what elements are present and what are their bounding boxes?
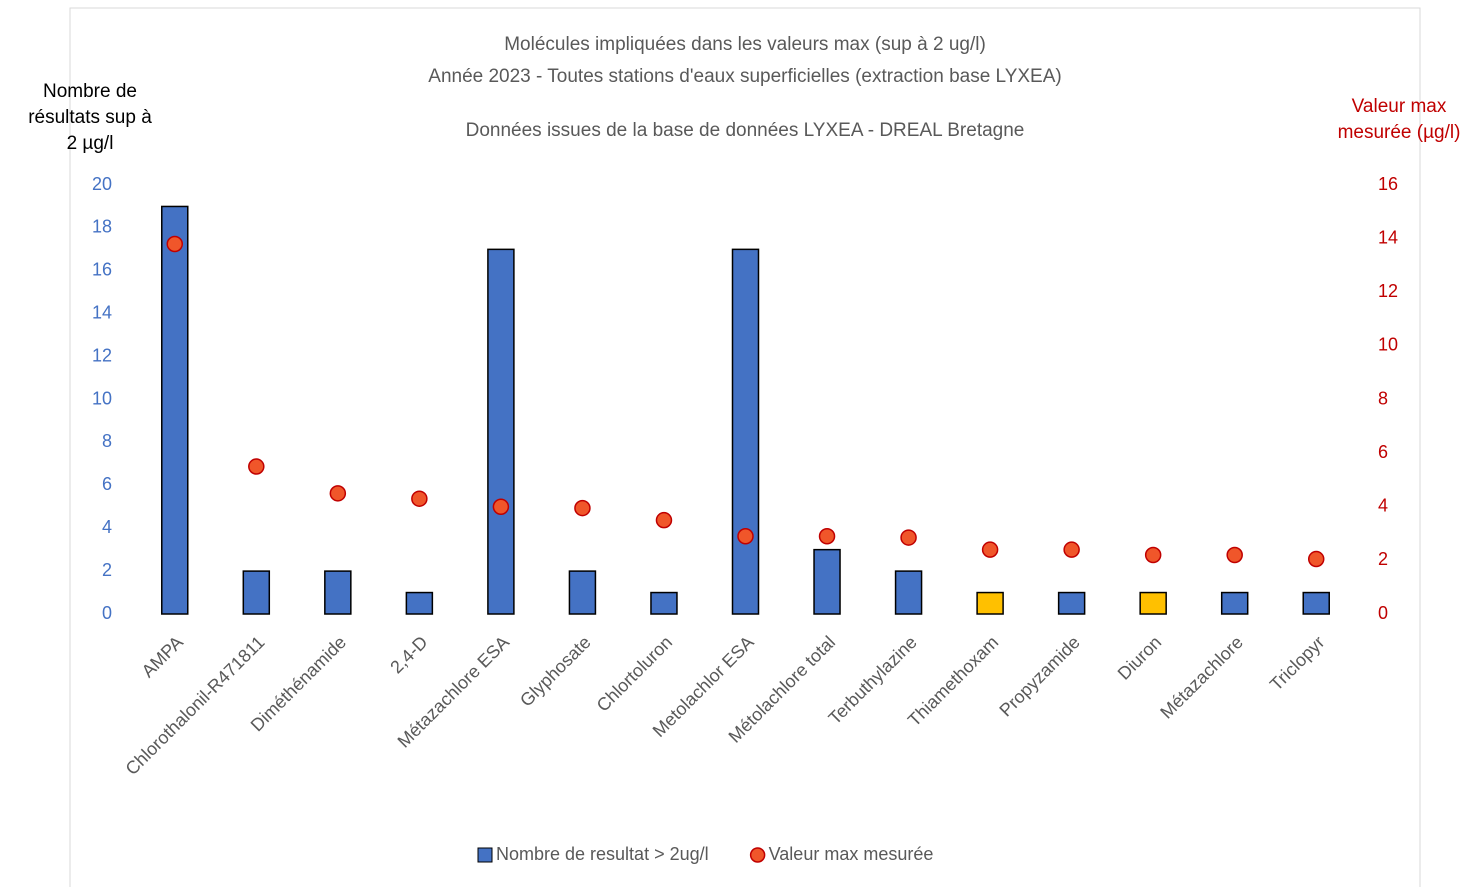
y-tick-label: 18 <box>92 217 112 237</box>
bar <box>324 570 352 615</box>
scatter-point <box>1226 546 1243 564</box>
legend-label: Nombre de resultat > 2ug/l <box>496 844 709 864</box>
scatter-point <box>166 235 184 253</box>
bar <box>405 591 434 615</box>
y2-axis-label: mesurée (µg/l) <box>1338 122 1461 143</box>
y-tick-label: 2 <box>102 560 112 580</box>
bar <box>1302 591 1330 615</box>
bar <box>487 248 515 615</box>
scatter-point <box>574 499 591 517</box>
scatter-point <box>1307 550 1325 568</box>
y2-axis-label: Valeur max <box>1352 96 1447 117</box>
y2-tick-label: 2 <box>1378 549 1388 569</box>
bar <box>813 548 841 615</box>
scatter-point <box>1144 546 1162 564</box>
bar <box>976 591 1004 615</box>
scatter-point <box>492 498 510 515</box>
y-tick-label: 16 <box>92 260 112 280</box>
scatter-point <box>1063 541 1080 558</box>
y-tick-label: 4 <box>102 517 112 537</box>
legend-label: Valeur max mesurée <box>769 844 934 864</box>
y-tick-label: 14 <box>92 302 112 322</box>
bar <box>568 570 597 615</box>
chart-subtitle: Données issues de la base de données LYX… <box>466 120 1025 141</box>
chart-title: Molécules impliquées dans les valeurs ma… <box>504 34 986 55</box>
bar <box>650 591 678 615</box>
y-tick-label: 10 <box>92 388 112 408</box>
scatter-point <box>981 541 999 558</box>
y2-tick-label: 4 <box>1378 496 1388 516</box>
y2-tick-label: 0 <box>1378 603 1388 623</box>
y-axis-label: Nombre de <box>43 81 137 102</box>
bar <box>242 570 271 615</box>
bar <box>161 205 189 615</box>
y-axis-label: 2 µg/l <box>67 133 114 154</box>
bar <box>1139 591 1167 615</box>
y2-tick-label: 6 <box>1378 442 1388 462</box>
y-tick-label: 6 <box>102 474 112 494</box>
legend-swatch <box>477 847 493 863</box>
bar <box>894 570 923 615</box>
y2-tick-label: 10 <box>1378 335 1398 355</box>
chart-title: Année 2023 - Toutes stations d'eaux supe… <box>428 66 1061 87</box>
y-axis-label: résultats sup à <box>28 107 152 128</box>
y2-tick-label: 12 <box>1378 281 1398 301</box>
bar <box>731 248 760 615</box>
scatter-point <box>329 485 347 502</box>
scatter-point <box>900 529 917 546</box>
bar <box>1057 591 1086 615</box>
scatter-point <box>248 458 265 475</box>
y2-tick-label: 8 <box>1378 388 1388 408</box>
y-tick-label: 8 <box>102 431 112 451</box>
y-tick-label: 0 <box>102 603 112 623</box>
scatter-point <box>411 490 428 507</box>
scatter-point <box>737 527 754 545</box>
y-tick-label: 20 <box>92 174 112 194</box>
y2-tick-label: 16 <box>1378 174 1398 194</box>
y-tick-label: 12 <box>92 345 112 365</box>
scatter-point <box>655 511 673 529</box>
scatter-point <box>818 527 836 545</box>
bar <box>1220 591 1249 615</box>
y2-tick-label: 14 <box>1378 227 1398 247</box>
legend-swatch <box>749 847 766 863</box>
